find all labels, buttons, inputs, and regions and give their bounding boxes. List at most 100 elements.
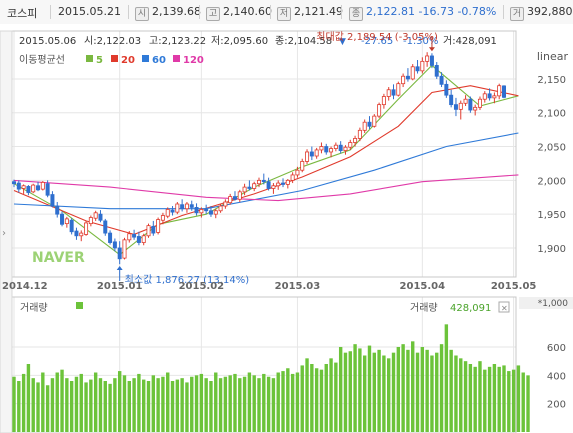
close-icon[interactable]: ✕: [501, 304, 508, 313]
volume-bar: [281, 371, 285, 432]
candle-body: [391, 89, 396, 96]
candle-body: [122, 239, 127, 259]
candle-body: [213, 210, 218, 215]
date-xtick-label: 2015.01: [97, 281, 143, 292]
volume-bar: [142, 379, 146, 432]
candle-body: [98, 213, 103, 221]
candle-body: [156, 219, 161, 233]
volume-legend-swatch: [76, 302, 83, 309]
scroll-left-arrow-icon[interactable]: ›: [2, 228, 6, 239]
candle-body: [449, 94, 454, 106]
close-icon: 종: [349, 7, 363, 21]
volume-ytick-label: 400: [547, 371, 566, 382]
candle-body: [492, 95, 497, 99]
candle-body: [223, 201, 228, 207]
high-price: 고 2,140.60: [206, 5, 272, 21]
volume-bar: [55, 372, 59, 432]
candle-body: [333, 144, 338, 149]
volume-bar: [218, 378, 223, 432]
volume-bar: [511, 369, 516, 432]
price-ytick-label: 1,900: [537, 244, 566, 255]
low-icon: 저: [277, 7, 291, 21]
volume-bar: [166, 372, 170, 432]
volume-ytick-label: 200: [547, 400, 566, 411]
candle-body: [434, 65, 439, 77]
volume-bar: [98, 378, 103, 432]
candle-body: [396, 83, 401, 96]
volume-bar: [161, 376, 165, 432]
candle-body: [463, 98, 468, 104]
max-arrow-icon: [428, 47, 435, 52]
candle-body: [88, 217, 93, 225]
volume-bar: [314, 368, 319, 432]
index-name[interactable]: 코스피: [7, 7, 38, 20]
left-scroll-strip[interactable]: [0, 30, 13, 433]
candle-body: [208, 210, 213, 215]
divider: [503, 5, 504, 19]
volume-bar: [430, 355, 434, 432]
candle-body: [242, 186, 247, 193]
volume-bar: [353, 344, 357, 432]
candle-body: [458, 102, 463, 110]
volume-bar: [290, 373, 295, 432]
candle-body: [112, 241, 117, 249]
candle-body: [108, 232, 113, 243]
divider: [199, 5, 200, 19]
volume-value: 392,880: [527, 5, 573, 18]
volume-bar: [252, 375, 256, 432]
volume-bar: [228, 375, 232, 432]
candle-body: [281, 182, 286, 185]
candle-body: [324, 146, 329, 153]
volume-bar: [113, 378, 117, 432]
stock-chart[interactable]: › NAVER 2015.05.06 시:2,122.03 고:2,123.22…: [0, 24, 573, 433]
volume-panel-title: 거래량: [20, 302, 48, 314]
volume-bar: [521, 372, 525, 432]
candle-body: [372, 115, 377, 127]
volume-bar: [209, 381, 213, 432]
divider: [270, 5, 271, 19]
volume-bar: [127, 381, 131, 432]
candle-body: [501, 85, 506, 98]
volume-close-button[interactable]: [498, 301, 510, 313]
candle-body: [175, 203, 180, 213]
volume-bar: [266, 376, 271, 432]
volume-bar: [463, 361, 468, 432]
volume-bar: [516, 365, 521, 432]
volume-bar: [497, 366, 501, 432]
volume-bar: [146, 381, 151, 432]
candle-body: [415, 66, 420, 72]
ma60-label: 60: [152, 55, 166, 66]
candle-body: [367, 121, 372, 127]
volume-bar: [449, 349, 453, 432]
volume-bar: [276, 372, 280, 432]
candle-body: [477, 98, 482, 108]
volume-bars: [12, 324, 530, 432]
ma-legend-title: 이동평균선: [19, 54, 65, 66]
candle-body: [64, 218, 69, 225]
scale-type-label[interactable]: linear: [537, 50, 569, 63]
candle-body: [170, 209, 175, 213]
price-ytick-label: 2,150: [537, 75, 566, 86]
volume-bar: [122, 375, 127, 432]
volume-bar: [132, 378, 136, 432]
ma-legend[interactable]: 이동평균선 5 20 60 120: [19, 54, 204, 66]
volume-bar: [420, 347, 425, 432]
min-label: 최소값 1,876.27 (13.14%): [125, 274, 250, 286]
ma120-label: 120: [183, 55, 204, 66]
candle-body: [362, 121, 367, 131]
volume-bar: [526, 375, 530, 432]
candle-body: [132, 234, 137, 238]
volume-ytick-label: 600: [547, 343, 566, 354]
volume-bar: [12, 376, 16, 432]
volume-bar: [473, 366, 477, 432]
volume-bar: [271, 378, 276, 432]
volume-bar: [319, 369, 324, 432]
candle-body: [36, 185, 41, 191]
volume-bar: [41, 372, 45, 432]
candle-body: [353, 138, 358, 143]
volume-bar: [170, 381, 175, 432]
volume-bar: [60, 369, 64, 432]
quote-header: 코스피 2015.05.21 시 2,139.68 고 2,140.60 저 2,12…: [0, 0, 573, 25]
ma5-swatch: [86, 55, 93, 62]
candle-body: [40, 181, 45, 190]
